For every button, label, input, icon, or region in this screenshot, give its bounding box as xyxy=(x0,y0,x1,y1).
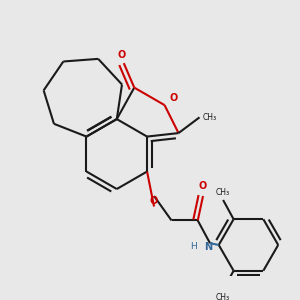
Text: O: O xyxy=(118,50,126,60)
Text: O: O xyxy=(150,196,158,206)
Text: CH₃: CH₃ xyxy=(216,293,230,300)
Text: O: O xyxy=(199,181,207,191)
Text: O: O xyxy=(170,93,178,103)
Text: CH₃: CH₃ xyxy=(203,113,217,122)
Text: H: H xyxy=(190,242,197,251)
Text: N: N xyxy=(204,242,212,252)
Text: CH₃: CH₃ xyxy=(216,188,230,196)
